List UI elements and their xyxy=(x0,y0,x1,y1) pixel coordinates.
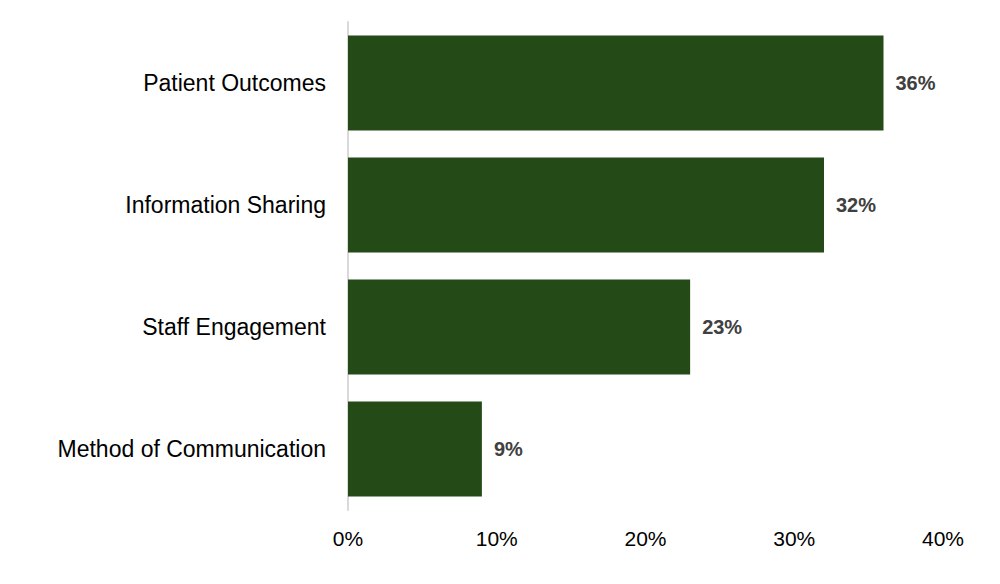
svg-text:40%: 40% xyxy=(922,527,964,550)
svg-text:32%: 32% xyxy=(836,194,876,216)
svg-text:Information Sharing: Information Sharing xyxy=(125,192,326,218)
svg-text:Method of Communication: Method of Communication xyxy=(58,436,326,462)
svg-text:Patient Outcomes: Patient Outcomes xyxy=(143,70,326,96)
svg-text:36%: 36% xyxy=(896,72,936,94)
svg-text:23%: 23% xyxy=(702,316,742,338)
svg-text:9%: 9% xyxy=(494,438,523,460)
svg-text:10%: 10% xyxy=(476,527,518,550)
svg-text:Staff Engagement: Staff Engagement xyxy=(142,314,326,340)
svg-text:30%: 30% xyxy=(773,527,815,550)
svg-text:0%: 0% xyxy=(333,527,363,550)
svg-text:20%: 20% xyxy=(624,527,666,550)
